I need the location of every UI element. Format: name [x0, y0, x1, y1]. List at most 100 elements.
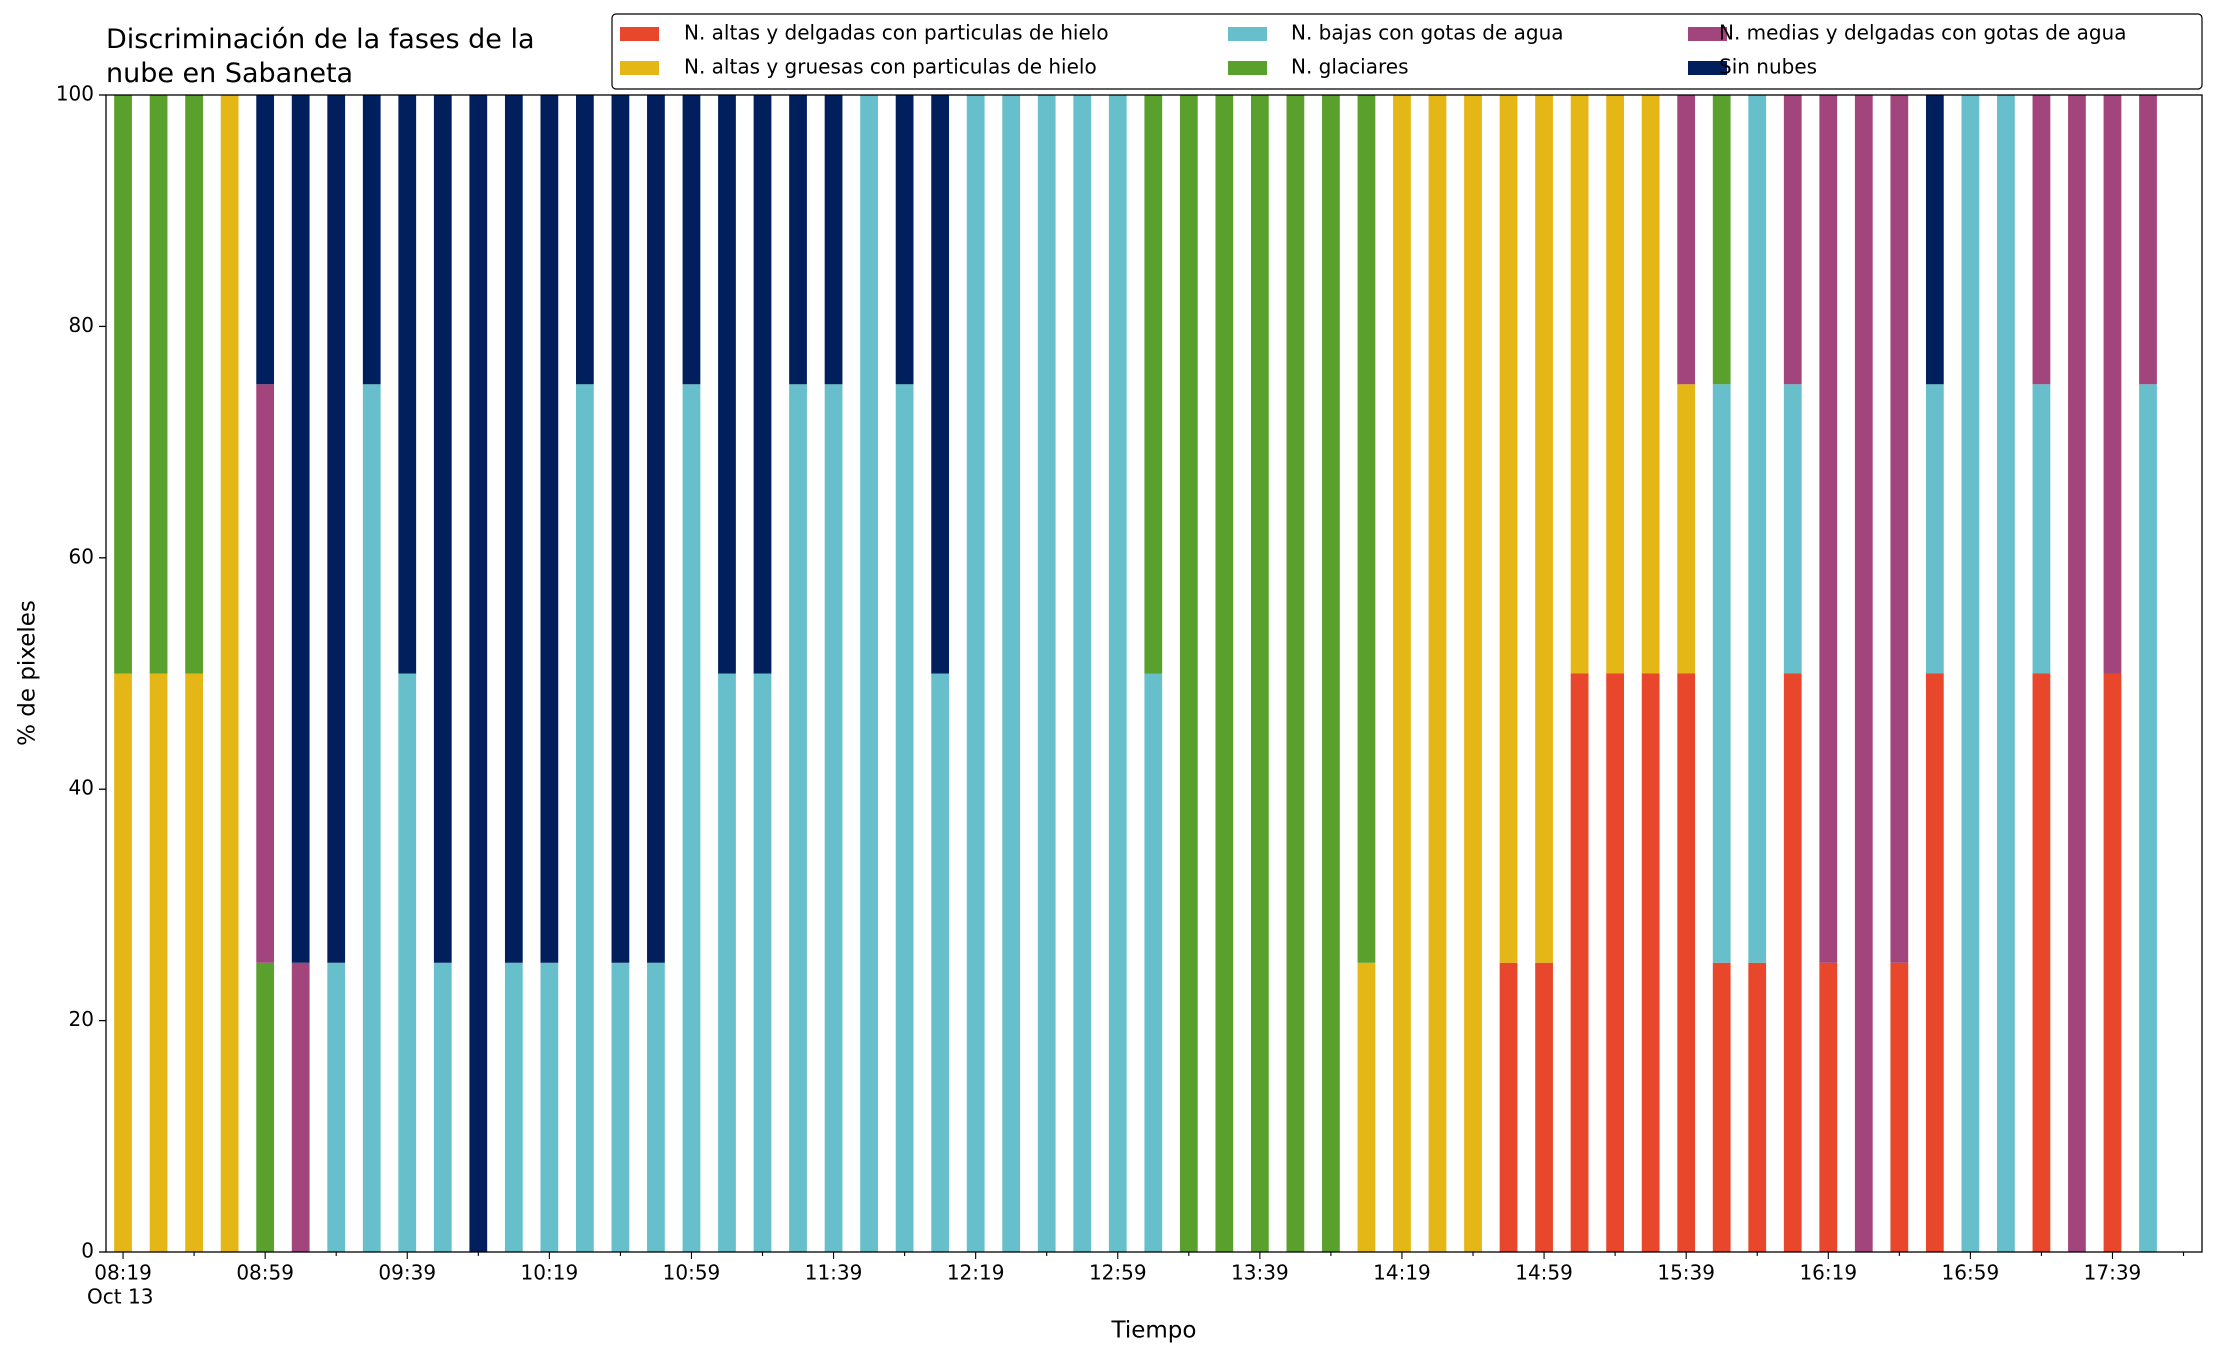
bar-segment [1925, 384, 1944, 674]
bar-segment [966, 95, 985, 1252]
bar-segment [1783, 673, 1802, 1252]
bar-segment [1286, 95, 1305, 1252]
x-tick-label: 10:19 [521, 1261, 579, 1285]
bar-segment [1677, 384, 1696, 674]
bar-segment [1179, 95, 1198, 1252]
bar-segment [1677, 95, 1696, 385]
bar-segment [504, 962, 523, 1252]
bar-segment [1890, 95, 1909, 963]
bar-segment [2139, 95, 2157, 385]
legend-box [611, 13, 2203, 90]
x-tick-label: 09:39 [378, 1261, 436, 1285]
bar-segment [1925, 95, 1944, 385]
legend-label: N. altas y delgadas con particulas de hi… [684, 21, 1109, 45]
bar-segment [1783, 384, 1802, 674]
bar-segment [433, 95, 452, 963]
x-tick-label: 10:59 [663, 1261, 721, 1285]
bar-segment [1570, 95, 1589, 674]
bar-segment [1250, 95, 1269, 1252]
bar-segment [2068, 95, 2086, 1252]
bar-segment [1819, 95, 1838, 963]
bar-segment [1357, 962, 1376, 1252]
bar-segment [1997, 95, 2015, 1252]
bar-segment [576, 384, 594, 1252]
bar-segment [327, 962, 346, 1252]
bar-segment [2032, 384, 2051, 674]
bar-segment [256, 95, 275, 385]
bar-segment [362, 384, 381, 1252]
bar-segment [647, 962, 665, 1252]
bar-segment [1144, 673, 1163, 1252]
bar-segment [2139, 384, 2157, 1252]
x-tick-label: 16:59 [1942, 1261, 2000, 1285]
bar-segment [1322, 95, 1340, 1252]
bar-segment [149, 95, 168, 674]
bar-segment [789, 95, 807, 385]
bar-segment [1854, 95, 1873, 1252]
bar-segment [1712, 384, 1731, 963]
bar-segment [1606, 95, 1625, 674]
bar-segment [1073, 95, 1092, 1252]
bar-segment [1393, 95, 1411, 1252]
bar-segment [753, 673, 772, 1252]
bar-segment [1641, 673, 1660, 1252]
bar-segment [114, 673, 132, 1252]
bar-segment [611, 962, 630, 1252]
bar-segment [718, 95, 736, 674]
bar-segment [1535, 95, 1553, 963]
plot-frame [105, 94, 2203, 1253]
bar-segment [540, 962, 559, 1252]
y-tick-label: 100 [56, 82, 94, 106]
x-tick-label: 13:39 [1231, 1261, 1289, 1285]
legend-swatch [1228, 61, 1267, 75]
bar-segment [1783, 95, 1802, 385]
bar-segment [753, 95, 772, 674]
bar-segment [185, 95, 203, 674]
y-axis-label: % de pixeles [15, 600, 41, 746]
bar-segment [1108, 95, 1127, 1252]
bar-segment [824, 95, 843, 385]
legend-label: N. glaciares [1291, 55, 1409, 79]
bar-segment [1677, 673, 1696, 1252]
x-tick-label: 14:59 [1515, 1261, 1573, 1285]
bar-segment [2032, 673, 2051, 1252]
bar-segment [1499, 95, 1518, 963]
bar-segment [327, 95, 346, 963]
bar-segment [1748, 95, 1767, 963]
bar-segment [789, 384, 807, 1252]
bar-segment [1428, 95, 1447, 1252]
bar-segment [1037, 95, 1056, 1252]
bar-segment [1819, 962, 1838, 1252]
bar-segment [1748, 962, 1767, 1252]
x-tick-label: 11:39 [805, 1261, 863, 1285]
bar-segment [1641, 95, 1660, 674]
x-tick-label: 17:39 [2084, 1261, 2142, 1285]
legend-label: N. bajas con gotas de agua [1291, 21, 1564, 45]
bar-segment [611, 95, 630, 963]
bar-segment [149, 673, 168, 1252]
bar-segment [2032, 95, 2051, 385]
bar-segment [1712, 95, 1731, 385]
bar-segment [576, 95, 594, 385]
bar-segment [114, 95, 132, 674]
bar-segment [2103, 95, 2122, 674]
legend-label: N. medias y delgadas con gotas de agua [1719, 21, 2127, 45]
x-tick-label: 15:39 [1657, 1261, 1715, 1285]
bar-segment [291, 95, 310, 963]
bar-segment [362, 95, 381, 385]
bar-segment [895, 384, 914, 1252]
x-tick-label: 12:59 [1089, 1261, 1147, 1285]
bar-segment [469, 95, 488, 1252]
bar-segment [895, 95, 914, 385]
x-tick-label: 12:19 [947, 1261, 1005, 1285]
x-tick-label: 14:19 [1373, 1261, 1431, 1285]
bar-segment [1890, 962, 1909, 1252]
legend-swatch [620, 61, 659, 75]
bar-segment [931, 95, 950, 674]
bar-segment [398, 673, 417, 1252]
y-tick-label: 20 [69, 1007, 94, 1031]
bar-segment [682, 384, 701, 1252]
bar-segment [1606, 673, 1625, 1252]
bar-segment [824, 384, 843, 1252]
